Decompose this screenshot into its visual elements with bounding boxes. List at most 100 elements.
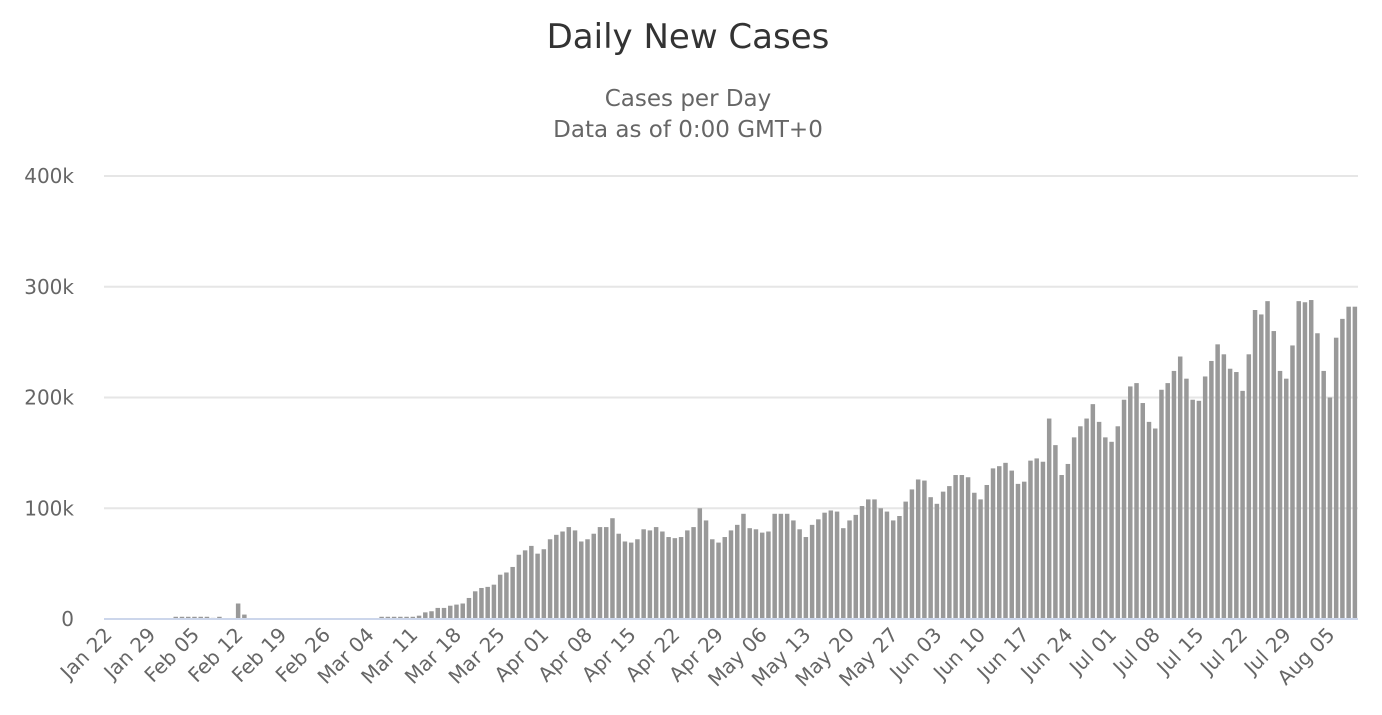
bar — [703, 520, 709, 619]
bar — [1190, 399, 1195, 619]
bar-series — [173, 300, 1358, 619]
bar — [185, 616, 191, 619]
bar — [391, 616, 397, 619]
bar — [466, 597, 472, 619]
y-tick-label: 400k — [24, 164, 74, 188]
bar — [554, 534, 559, 619]
bar — [1140, 403, 1146, 619]
bar — [834, 511, 840, 619]
bar — [859, 506, 865, 619]
bar — [1340, 318, 1345, 619]
bar — [235, 603, 241, 619]
bar — [497, 574, 503, 619]
chart-subtitle-line-1: Cases per Day — [605, 86, 772, 112]
bar — [772, 513, 777, 619]
bar — [410, 616, 416, 619]
bar — [510, 566, 515, 619]
bar — [816, 519, 821, 619]
y-tick-label: 100k — [24, 496, 74, 520]
bar — [1159, 389, 1164, 619]
bar — [1196, 400, 1202, 619]
bar — [1165, 383, 1170, 619]
bar — [928, 497, 933, 619]
bar — [784, 513, 790, 619]
bar — [872, 499, 877, 619]
bar — [1352, 306, 1358, 619]
bar — [204, 616, 210, 619]
bar — [1346, 306, 1351, 619]
bar — [959, 475, 965, 619]
bar — [1221, 354, 1227, 619]
bar — [984, 484, 990, 619]
bar — [697, 508, 703, 619]
bar — [1271, 331, 1277, 619]
bar — [1109, 441, 1114, 619]
bar — [866, 499, 871, 619]
bar — [217, 616, 222, 619]
bar — [791, 520, 796, 619]
bar — [1015, 483, 1021, 619]
bar — [1246, 354, 1252, 619]
x-tick-label: Jul 22 — [1194, 623, 1252, 681]
bar — [591, 533, 596, 619]
bar — [778, 513, 784, 619]
bar — [1308, 300, 1314, 619]
bar — [1152, 428, 1158, 619]
bar — [616, 533, 621, 619]
y-axis-labels: 0 100k 200k 300k 400k — [24, 164, 74, 631]
bar — [1321, 370, 1326, 619]
bar — [685, 530, 690, 619]
bar — [1146, 421, 1152, 619]
bar — [1296, 301, 1301, 619]
bar — [516, 554, 522, 619]
bar — [1078, 426, 1083, 619]
bar — [429, 611, 434, 619]
bar — [972, 492, 977, 619]
bar — [1259, 314, 1264, 619]
bar — [759, 532, 765, 619]
bar — [441, 607, 447, 619]
bar — [398, 616, 403, 619]
bar — [660, 531, 665, 619]
bar — [585, 539, 590, 619]
bar — [766, 531, 771, 619]
bar — [1184, 378, 1189, 619]
bar — [1028, 460, 1033, 619]
bar — [884, 511, 890, 619]
bar — [1290, 345, 1295, 619]
bar — [1284, 378, 1289, 619]
bar — [522, 550, 528, 619]
bar — [1202, 376, 1208, 619]
bar — [610, 518, 615, 619]
bar — [722, 537, 728, 619]
bar — [179, 616, 185, 619]
bar — [460, 603, 465, 619]
bar — [1302, 302, 1308, 619]
bar — [472, 591, 478, 619]
bar — [1003, 462, 1008, 619]
bar — [1134, 383, 1139, 619]
bar — [1103, 437, 1108, 619]
bar — [628, 542, 634, 619]
bar — [1121, 399, 1127, 619]
bar — [716, 542, 721, 619]
bar — [978, 499, 983, 619]
bar — [1209, 360, 1214, 619]
bar — [385, 616, 391, 619]
bar — [1065, 463, 1071, 619]
bar — [603, 527, 609, 619]
y-tick-label: 0 — [61, 607, 74, 631]
bar — [666, 537, 671, 619]
y-tick-label: 200k — [24, 386, 74, 410]
x-tick-label: Jul 08 — [1107, 623, 1165, 681]
bar — [416, 615, 422, 619]
bar — [1115, 426, 1121, 619]
bar — [1333, 337, 1339, 619]
bar — [1252, 310, 1258, 619]
bar — [922, 480, 927, 619]
bar — [485, 586, 490, 619]
bar — [1177, 356, 1183, 619]
bar — [1096, 421, 1102, 619]
bar — [741, 513, 746, 619]
